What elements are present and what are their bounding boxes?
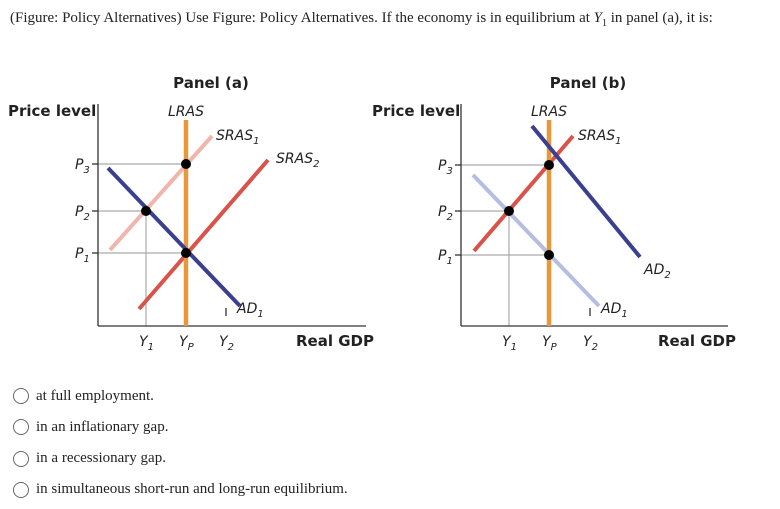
panel-a-xlabel: Real GDP (296, 332, 374, 350)
question-variable-sub: 1 (602, 18, 607, 29)
panel-b-ad2-label: AD2 (643, 262, 671, 281)
panel-a-y2-label: Y2 (219, 334, 234, 353)
panel-a-sras2-label: SRAS2 (276, 151, 319, 170)
panel-b-lras-label: LRAS (531, 104, 567, 120)
panel-b-p1-label: P1 (438, 248, 453, 267)
option-full-employment[interactable]: at full employment. (13, 384, 348, 408)
panel-a-sras1-label: SRAS1 (216, 128, 259, 147)
panel-b-ylabel: Price level (372, 102, 460, 120)
panel-b-point-sras1-ad1 (504, 206, 514, 216)
option-radio[interactable] (13, 419, 29, 436)
panel-b: Panel (b) Price level Real GDP LR (372, 74, 736, 353)
panel-b-guides (461, 164, 549, 326)
panel-a-y1-label: Y1 (139, 334, 154, 353)
panel-a-yp-label: YP (179, 334, 195, 353)
panel-a-lras-label: LRAS (168, 104, 204, 120)
panel-b-ad1-line (471, 173, 601, 308)
panel-b-p3-label: P3 (438, 158, 453, 177)
option-radio[interactable] (13, 481, 29, 498)
option-simultaneous-equilibrium[interactable]: in simultaneous short-run and long-run e… (13, 478, 348, 502)
panel-a-sras1-line (108, 134, 214, 252)
option-radio[interactable] (13, 388, 29, 404)
panel-a-point-sras2-ad1 (181, 248, 191, 258)
question-lead: (Figure: Policy Alternatives) Use Figure… (10, 10, 594, 26)
panel-a-ad1-label: AD1 (236, 301, 264, 320)
option-inflationary-gap[interactable]: in an inflationary gap. (13, 415, 348, 439)
panel-a: Panel (a) Price level Real GDP LR (8, 74, 374, 353)
policy-alternatives-figure: Panel (a) Price level Real GDP LR (0, 60, 780, 375)
panel-b-axes (455, 104, 728, 327)
option-recessionary-gap[interactable]: in a recessionary gap. (13, 447, 348, 471)
panel-a-point-sras1-lras (181, 159, 191, 169)
panel-a-ad1-line (106, 166, 242, 308)
question-tail: in panel (a), it is: (607, 10, 713, 26)
panel-b-xlabel: Real GDP (658, 332, 736, 350)
panel-a-ylabel: Price level (8, 102, 96, 120)
question-variable: Y (593, 10, 602, 26)
panel-a-axes (92, 104, 366, 327)
panel-a-p3-label: P3 (75, 157, 90, 176)
question-text: (Figure: Policy Alternatives) Use Figure… (10, 8, 775, 34)
panel-b-ad1-label: AD1 (600, 301, 628, 320)
panel-b-y1-label: Y1 (502, 334, 517, 353)
panel-b-title: Panel (b) (550, 74, 626, 92)
panel-b-point-sras1-ad2 (544, 160, 554, 170)
panel-b-yp-label: YP (542, 334, 558, 353)
panel-b-y2-label: Y2 (583, 334, 598, 353)
panel-a-title: Panel (a) (173, 74, 249, 92)
panel-a-p1-label: P1 (75, 246, 90, 265)
panel-a-p2-label: P2 (75, 204, 90, 223)
panel-b-ad2-line (530, 124, 642, 259)
option-label: in a recessionary gap. (36, 450, 166, 467)
panel-b-sras1-label: SRAS1 (578, 128, 621, 147)
option-label: in simultaneous short-run and long-run e… (36, 481, 348, 498)
panel-a-point-sras1-ad1 (141, 206, 151, 216)
panel-b-point-lras-ad1 (544, 250, 554, 260)
option-label: in an inflationary gap. (36, 418, 169, 435)
option-radio[interactable] (13, 450, 29, 467)
answer-options: at full employment. in an inflationary g… (13, 384, 348, 509)
panel-a-guides (98, 163, 186, 326)
option-label: at full employment. (36, 387, 154, 404)
panel-b-p2-label: P2 (438, 204, 453, 223)
panel-a-sras2-line (137, 158, 270, 311)
